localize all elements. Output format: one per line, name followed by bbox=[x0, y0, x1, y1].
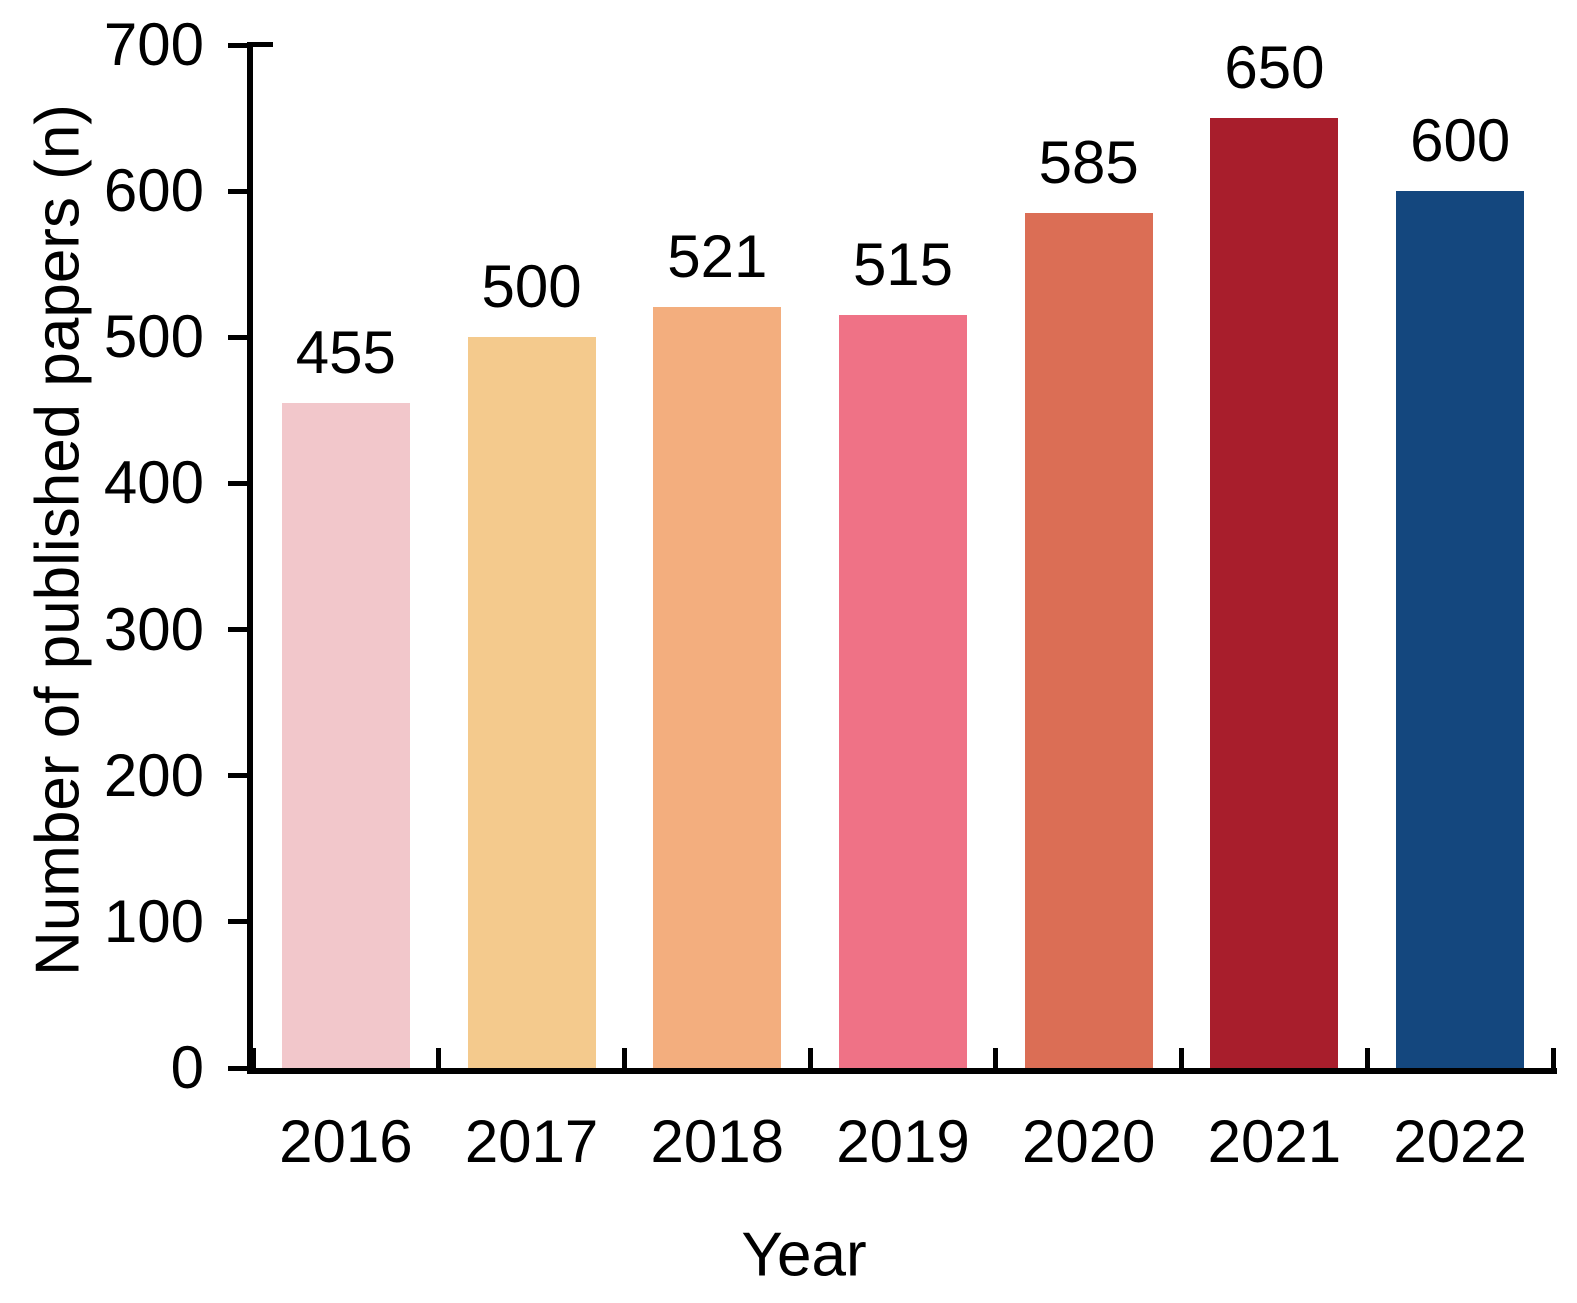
y-tick bbox=[228, 480, 247, 486]
y-tick-label: 500 bbox=[103, 303, 204, 371]
x-tick bbox=[1179, 1048, 1185, 1068]
bar-value-label: 521 bbox=[667, 222, 768, 290]
x-tick-label: 2021 bbox=[1207, 1108, 1342, 1175]
bar bbox=[839, 315, 967, 1068]
x-tick bbox=[436, 1048, 442, 1068]
x-tick-label: 2019 bbox=[836, 1108, 970, 1175]
y-tick bbox=[228, 334, 247, 340]
bar bbox=[1396, 191, 1525, 1068]
bar bbox=[1024, 213, 1153, 1068]
y-axis-title: Number of published papers (n) bbox=[23, 104, 93, 976]
y-tick-label: 0 bbox=[170, 1034, 204, 1101]
bar-value-label: 455 bbox=[295, 319, 396, 387]
x-axis-line bbox=[247, 1068, 1557, 1074]
y-tick-label: 200 bbox=[103, 741, 204, 809]
x-tick bbox=[993, 1048, 999, 1068]
y-tick-label: 400 bbox=[103, 449, 204, 517]
x-tick-label: 2022 bbox=[1393, 1108, 1527, 1175]
bar bbox=[1210, 118, 1339, 1068]
x-tick-label: 2020 bbox=[1021, 1108, 1156, 1175]
y-tick-label: 700 bbox=[103, 11, 204, 78]
y-axis-line bbox=[247, 42, 253, 1074]
x-tick bbox=[621, 1048, 627, 1068]
y-tick bbox=[228, 188, 247, 194]
bar bbox=[467, 337, 596, 1068]
bar-value-label: 515 bbox=[852, 231, 954, 299]
bar-value-label: 600 bbox=[1410, 107, 1511, 175]
y-tick bbox=[228, 1065, 247, 1071]
x-tick bbox=[250, 1048, 256, 1068]
y-tick bbox=[228, 919, 247, 925]
x-axis-title: Year bbox=[741, 1220, 867, 1290]
bar bbox=[281, 403, 410, 1068]
bar bbox=[653, 306, 782, 1068]
y-axis-top-cap-tick bbox=[253, 42, 273, 47]
x-tick bbox=[807, 1048, 813, 1068]
y-tick bbox=[228, 42, 247, 48]
x-tick bbox=[1364, 1048, 1370, 1068]
x-tick-label: 2017 bbox=[464, 1108, 599, 1175]
y-tick-label: 600 bbox=[103, 157, 204, 225]
bar-value-label: 500 bbox=[481, 253, 582, 321]
bar-value-label: 650 bbox=[1224, 34, 1325, 102]
y-tick bbox=[228, 627, 247, 633]
x-tick bbox=[1550, 1048, 1556, 1068]
bar-value-label: 585 bbox=[1038, 129, 1139, 197]
y-tick bbox=[228, 773, 247, 779]
x-tick-label: 2016 bbox=[279, 1108, 413, 1175]
y-tick-label: 100 bbox=[103, 887, 204, 955]
y-tick-label: 300 bbox=[103, 595, 204, 663]
x-tick-label: 2018 bbox=[650, 1108, 785, 1175]
